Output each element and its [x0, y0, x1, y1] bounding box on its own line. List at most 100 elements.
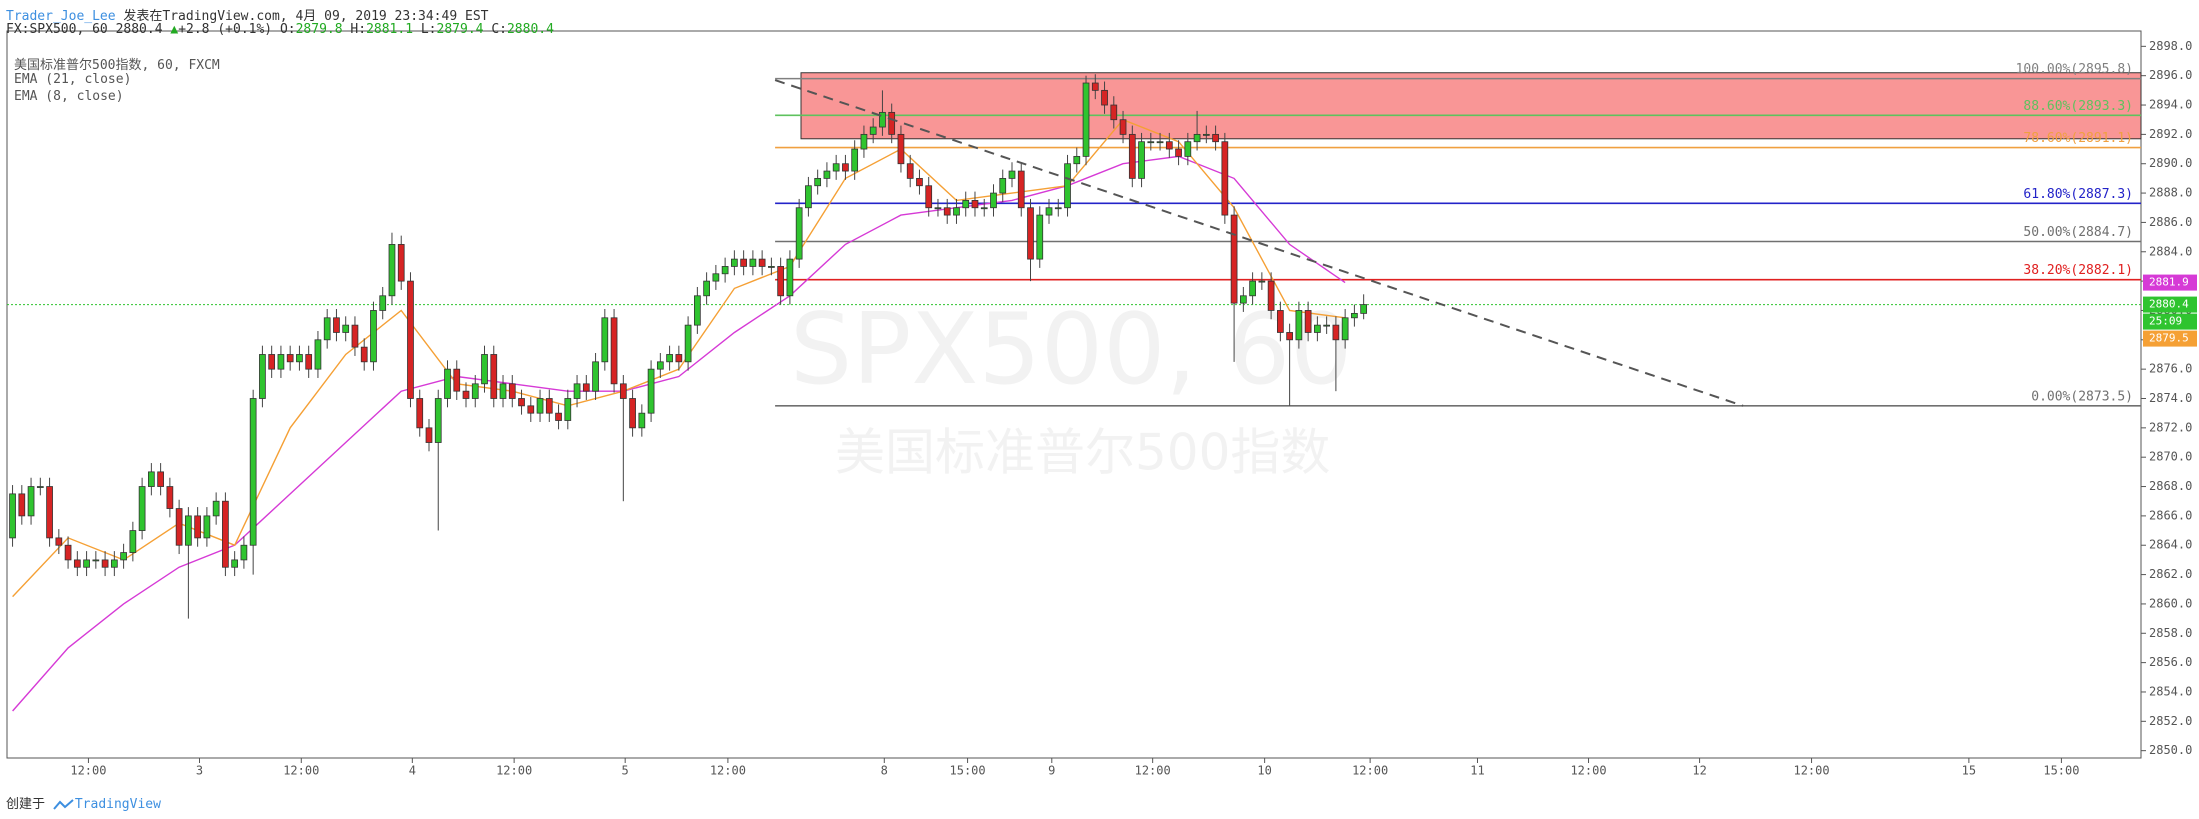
- x-tick-label: 15: [1962, 764, 1976, 778]
- candle-body: [536, 398, 544, 414]
- y-tick-label: 2854.0: [2149, 684, 2192, 698]
- candle-body: [684, 324, 692, 363]
- last-price-label: 2880.4: [2149, 298, 2189, 311]
- candle-body: [388, 244, 396, 297]
- change: +2.8 (+0.1%): [178, 22, 273, 37]
- x-tick-label: 12:00: [710, 764, 746, 778]
- candle-body: [92, 559, 100, 562]
- y-tick-label: 2866.0: [2149, 508, 2192, 522]
- y-tick-label: 2894.0: [2149, 98, 2192, 112]
- candle-body: [286, 354, 294, 363]
- candle-body: [749, 258, 757, 267]
- candle-body: [314, 339, 322, 370]
- x-tick-label: 12: [1692, 764, 1706, 778]
- candle-body: [980, 207, 988, 210]
- candle-body: [619, 383, 627, 399]
- header-line-2: FX:SPX500, 60 2880.4 ▲+2.8 (+0.1%) O:287…: [6, 22, 554, 37]
- y-tick-label: 2872.0: [2149, 420, 2192, 434]
- candle-body: [795, 207, 803, 260]
- candle-body: [1193, 133, 1201, 143]
- fib-label: 50.00%(2884.7): [2023, 225, 2133, 240]
- candle-body: [425, 427, 433, 443]
- author[interactable]: Trader_Joe_Lee: [6, 9, 116, 24]
- candle-body: [434, 398, 442, 443]
- candle-body: [1277, 310, 1284, 333]
- ema21-price-label: 2881.9: [2149, 276, 2189, 289]
- y-tick-label: 2896.0: [2149, 68, 2192, 82]
- x-tick-label: 4: [409, 764, 416, 778]
- candle-body: [379, 295, 387, 311]
- y-tick-label: 2884.0: [2149, 244, 2192, 258]
- candle-body: [83, 559, 90, 568]
- candle-body: [1258, 280, 1266, 283]
- candle-body: [444, 368, 451, 399]
- candle-body: [129, 530, 137, 553]
- candle-body: [1175, 148, 1182, 157]
- candle-body: [268, 354, 276, 370]
- candle-body: [629, 398, 636, 429]
- brand[interactable]: TradingView: [74, 797, 161, 812]
- candle-body: [573, 383, 581, 399]
- up-arrow: ▲: [170, 22, 179, 37]
- candle-body: [1138, 141, 1145, 179]
- legend-ema21: EMA (21, close): [14, 72, 132, 87]
- candle-body: [1128, 133, 1136, 179]
- x-tick-label: 10: [1257, 764, 1271, 778]
- y-tick-label: 2858.0: [2149, 626, 2192, 640]
- candle-body: [693, 295, 701, 326]
- candle-body: [508, 383, 516, 399]
- candle-body: [842, 163, 849, 172]
- candle-body: [1156, 141, 1164, 144]
- candle-body: [1101, 89, 1108, 106]
- candle-body: [897, 133, 905, 165]
- x-tick-label: 12:00: [70, 764, 106, 778]
- candle-body: [1286, 332, 1293, 341]
- watermark: SPX500, 60: [790, 293, 1353, 407]
- y-tick-label: 2862.0: [2149, 567, 2192, 581]
- candle-body: [1221, 141, 1229, 216]
- y-tick-label: 2886.0: [2149, 215, 2192, 229]
- candle-body: [1027, 207, 1034, 260]
- candle-body: [906, 163, 914, 179]
- candle-body: [462, 390, 470, 399]
- candle-body: [777, 266, 785, 297]
- fib-label: 0.00%(2873.5): [2031, 389, 2133, 404]
- x-tick-label: 9: [1048, 764, 1055, 778]
- candle-body: [1082, 82, 1090, 157]
- candle-body: [360, 346, 368, 363]
- candle-body: [1304, 310, 1312, 333]
- candle-body: [1230, 214, 1238, 304]
- y-tick-label: 2888.0: [2149, 186, 2192, 200]
- candle-body: [231, 559, 239, 568]
- candle-body: [953, 207, 960, 216]
- candle-body: [721, 266, 729, 275]
- candle-body: [333, 317, 340, 333]
- symbol: FX:SPX500, 60: [6, 22, 108, 37]
- fib-label: 78.60%(2891.1): [2023, 131, 2133, 146]
- candle-body: [1064, 163, 1071, 209]
- candle-body: [499, 383, 507, 399]
- candle-body: [416, 398, 424, 429]
- candle-body: [916, 177, 923, 187]
- candle-body: [610, 317, 618, 385]
- trendline: [774, 79, 1744, 407]
- fib-label: 61.80%(2887.3): [2023, 187, 2133, 202]
- candle-body: [712, 273, 720, 282]
- candle-body: [860, 133, 868, 150]
- x-tick-label: 12:00: [1135, 764, 1171, 778]
- c-label: C:: [491, 22, 507, 37]
- candle-body: [1045, 207, 1053, 216]
- candle-body: [1314, 324, 1321, 333]
- candle-body: [249, 398, 257, 546]
- candle-body: [240, 544, 248, 561]
- candle-body: [120, 552, 127, 561]
- candle-body: [943, 207, 951, 216]
- y-tick-label: 2864.0: [2149, 538, 2192, 552]
- o-label: O:: [279, 22, 296, 37]
- candle-body: [166, 486, 174, 509]
- candle-body: [832, 163, 840, 172]
- candle-body: [823, 170, 831, 179]
- ema21-price-label-box: [2143, 274, 2197, 291]
